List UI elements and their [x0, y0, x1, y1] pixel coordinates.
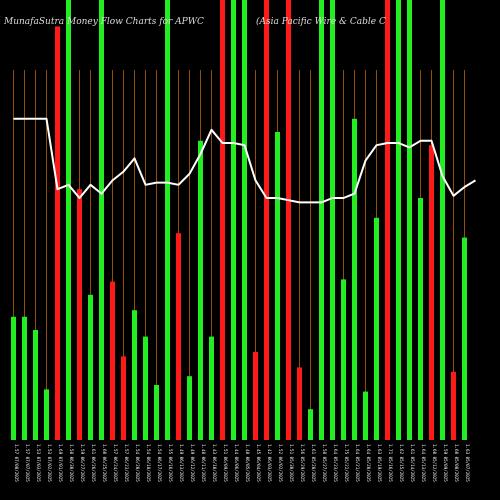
- x-tick-label: 1.53 07/03/2025: [36, 444, 41, 482]
- money-flow-bar: [253, 352, 258, 440]
- money-flow-bar: [209, 336, 214, 440]
- x-tick-label: 1.61 06/26/2025: [91, 444, 96, 482]
- x-tick-label: 1.60 05/12/2025: [432, 444, 437, 482]
- money-flow-bar: [440, 0, 445, 440]
- money-flow-bar: [275, 132, 280, 440]
- money-flow-bar: [22, 316, 27, 440]
- x-tick-label: 1.51 06/09/2025: [223, 444, 228, 482]
- money-flow-bar: [363, 391, 368, 440]
- x-tick-label: 1.62 05/15/2025: [399, 444, 404, 482]
- x-tick-label: 1.71 05/16/2025: [388, 444, 393, 482]
- money-flow-bar: [176, 233, 181, 440]
- x-tick-label: 1.52 06/02/2025: [278, 444, 283, 482]
- x-tick-label: 1.63 05/07/2025: [465, 444, 470, 482]
- money-flow-bar: [121, 356, 126, 440]
- money-flow-bar: [66, 0, 71, 440]
- x-tick-label: 1.48 06/05/2025: [245, 444, 250, 482]
- money-flow-bar: [231, 0, 236, 440]
- money-flow-bar: [132, 310, 137, 440]
- chart-title-left: MunafaSutra Money Flow Charts for APWC: [3, 17, 204, 27]
- money-flow-bar: [220, 0, 225, 440]
- money-flow-bar: [407, 0, 412, 440]
- x-tick-label: 1.55 06/16/2025: [168, 444, 173, 482]
- money-flow-bar: [451, 371, 456, 440]
- money-flow-bar: [44, 389, 49, 440]
- x-tick-label: 1.51 05/30/2025: [289, 444, 294, 482]
- money-flow-bar: [352, 118, 357, 441]
- money-flow-bar: [11, 316, 16, 440]
- x-tick-label: 1.64 05/20/2025: [366, 444, 371, 482]
- price-line: [13, 117, 477, 204]
- x-tick-label: 1.45 06/04/2025: [256, 444, 261, 482]
- x-tick-label: 1.58 06/30/2025: [69, 444, 74, 482]
- x-tick-label: 1.49 06/13/2025: [179, 444, 184, 482]
- money-flow-bar: [154, 385, 159, 440]
- x-tick-label: 1.75 05/22/2025: [344, 444, 349, 482]
- x-tick-label: 1.43 06/10/2025: [212, 444, 217, 482]
- x-tick-label: 1.61 05/14/2025: [410, 444, 415, 482]
- money-flow-bar: [55, 26, 60, 441]
- x-tick-label: 1.61 05/28/2025: [311, 444, 316, 482]
- x-tick-label: 1.64 05/21/2025: [355, 444, 360, 482]
- x-tick-label: 1.53 07/02/2025: [47, 444, 52, 482]
- money-flow-bar: [99, 0, 104, 440]
- x-tick-label: 1.54 06/18/2025: [146, 444, 151, 482]
- x-tick-label: 1.57 06/24/2025: [113, 444, 118, 482]
- x-tick-label: 1.44 06/06/2025: [234, 444, 239, 482]
- x-tick-label: 1.57 06/23/2025: [124, 444, 129, 482]
- money-flow-bar: [198, 140, 203, 441]
- x-tick-label: 1.54 06/20/2025: [135, 444, 140, 482]
- x-tick-label: 1.60 06/25/2025: [102, 444, 107, 482]
- x-tick-label: 1.64 05/13/2025: [421, 444, 426, 482]
- money-flow-bar: [330, 0, 335, 440]
- money-flow-bar: [143, 336, 148, 440]
- money-flow-bar: [33, 330, 38, 440]
- money-flow-bar: [264, 0, 269, 440]
- x-tick-label: 1.64 05/23/2025: [333, 444, 338, 482]
- x-axis-tick-labels: 1.57 07/08/2025 1.57 07/07/2025 1.53 07/03…: [14, 444, 470, 482]
- money-flow-bar: [308, 409, 313, 440]
- x-tick-label: 1.42 06/03/2025: [267, 444, 272, 482]
- x-tick-label: 1.58 05/27/2025: [322, 444, 327, 482]
- x-tick-label: 1.56 05/29/2025: [300, 444, 305, 482]
- money-flow-bar: [319, 0, 324, 440]
- money-flow-bar: [462, 237, 467, 440]
- money-flow-bar: [418, 198, 423, 440]
- x-tick-label: 1.57 07/08/2025: [14, 444, 19, 482]
- money-flow-bar: [374, 217, 379, 440]
- x-tick-label: 1.63 05/19/2025: [377, 444, 382, 482]
- money-flow-bar: [297, 367, 302, 440]
- money-flow-bar: [110, 281, 115, 440]
- money-flow-bar: [187, 376, 192, 440]
- x-tick-label: 1.59 06/27/2025: [80, 444, 85, 482]
- money-flow-bars: [11, 0, 467, 441]
- money-flow-bar: [396, 0, 401, 440]
- x-tick-label: 1.49 06/12/2025: [190, 444, 195, 482]
- x-tick-label: 1.59 05/09/2025: [443, 444, 448, 482]
- money-flow-bar: [385, 0, 390, 440]
- chart-title-right: (Asia Pacific Wire & Cable C: [256, 16, 386, 27]
- x-tick-label: 1.60 05/08/2025: [454, 444, 459, 482]
- x-tick-label: 1.57 07/07/2025: [25, 444, 30, 482]
- money-flow-bar: [341, 279, 346, 440]
- money-flow-bar: [286, 0, 291, 440]
- money-flow-bar: [242, 0, 247, 440]
- money-flow-bar: [165, 0, 170, 440]
- x-tick-label: 1.48 06/11/2025: [201, 444, 206, 482]
- money-flow-bar: [429, 145, 434, 440]
- money-flow-bar: [77, 189, 82, 440]
- x-tick-label: 1.69 07/01/2025: [58, 444, 63, 482]
- money-flow-bar: [88, 294, 93, 440]
- x-tick-label: 1.54 06/17/2025: [157, 444, 162, 482]
